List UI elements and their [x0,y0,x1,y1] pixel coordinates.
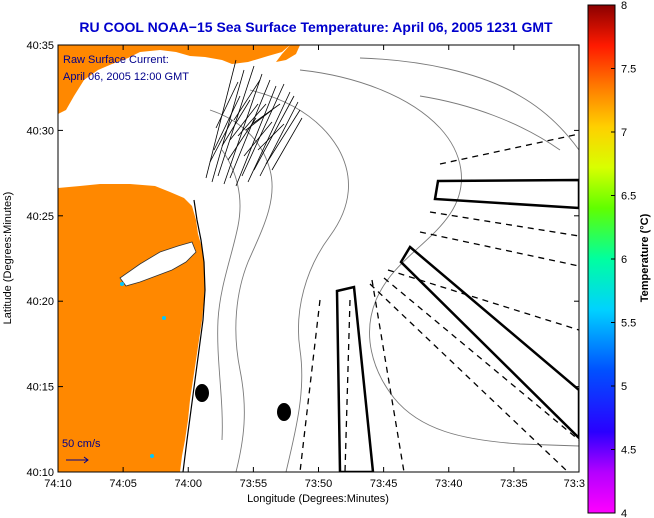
coast-line [182,199,206,472]
colorbar-tick-label: 7.5 [621,64,636,76]
land-speck [120,282,124,286]
scale-arrow-icon [66,456,89,464]
survey-dashed-lines [299,133,579,472]
land-north [58,45,290,114]
land-patch [142,440,158,462]
y-tick-label: 40:30 [26,125,54,137]
x-tick-label: 73:40 [435,478,463,490]
current-vectors [205,59,303,187]
bay-inlet [119,241,197,287]
survey-box [433,178,579,210]
survey-box [399,245,579,440]
colorbar-tick-label: 4 [621,508,627,518]
x-tick-label: 74:05 [109,478,137,490]
x-tick-label: 73:45 [370,478,398,490]
y-tick-label: 40:10 [26,467,54,479]
y-tick-label: 40:20 [26,296,54,308]
colorbar-tick-label: 5 [621,381,627,393]
land-speck [150,454,154,458]
x-tick-label: 73:50 [305,478,333,490]
x-tick-label: 74:00 [174,478,202,490]
land-new-jersey [58,184,205,472]
colorbar-tick-label: 5.5 [621,318,636,330]
bathymetry-contours [209,57,579,472]
y-axis-label: Latitude (Degrees:Minutes) [2,192,14,325]
colorbar-tick-label: 6.5 [621,191,636,203]
station-marker [195,384,209,402]
x-axis-label: Longitude (Degrees:Minutes) [247,493,389,505]
colorbar-tick-label: 4.5 [621,445,636,457]
colorbar-tick-label: 7 [621,127,627,139]
land-speck [162,316,166,320]
survey-boxes [335,178,579,472]
colorbar-tick-label: 6 [621,254,627,266]
survey-box [335,285,375,472]
x-axis: 74:10 74:05 74:00 73:55 73:50 73:45 73:40 73:35… [44,45,585,490]
y-tick-label: 40:15 [26,382,54,394]
x-tick-label: 73:3 [564,478,585,490]
y-axis: 40:35 40:30 40:25 40:20 40:15 40:10 [26,40,579,479]
colorbar-gradient [587,4,616,514]
station-marker [277,403,291,421]
current-legend-time: April 06, 2005 12:00 GMT [63,71,189,83]
land-north-spit [276,45,300,62]
x-tick-label: 74:10 [44,478,72,490]
y-tick-label: 40:35 [26,40,54,52]
y-tick-label: 40:25 [26,211,54,223]
x-tick-label: 73:55 [240,478,268,490]
colorbar-label: Temperature (°C) [639,213,651,302]
scale-label: 50 cm/s [62,438,101,450]
chart-title: RU COOL NOAA−15 Sea Surface Temperature:… [79,19,553,35]
colorbar-tick-label: 8 [621,0,627,12]
current-legend-title: Raw Surface Current: [63,54,169,66]
plot-area: Raw Surface Current: April 06, 2005 12:0… [58,45,579,472]
colorbar-axis: 8 7.5 7 6.5 6 5.5 5 4.5 4 [611,0,636,518]
land-patch [160,298,172,312]
x-tick-label: 73:35 [500,478,528,490]
